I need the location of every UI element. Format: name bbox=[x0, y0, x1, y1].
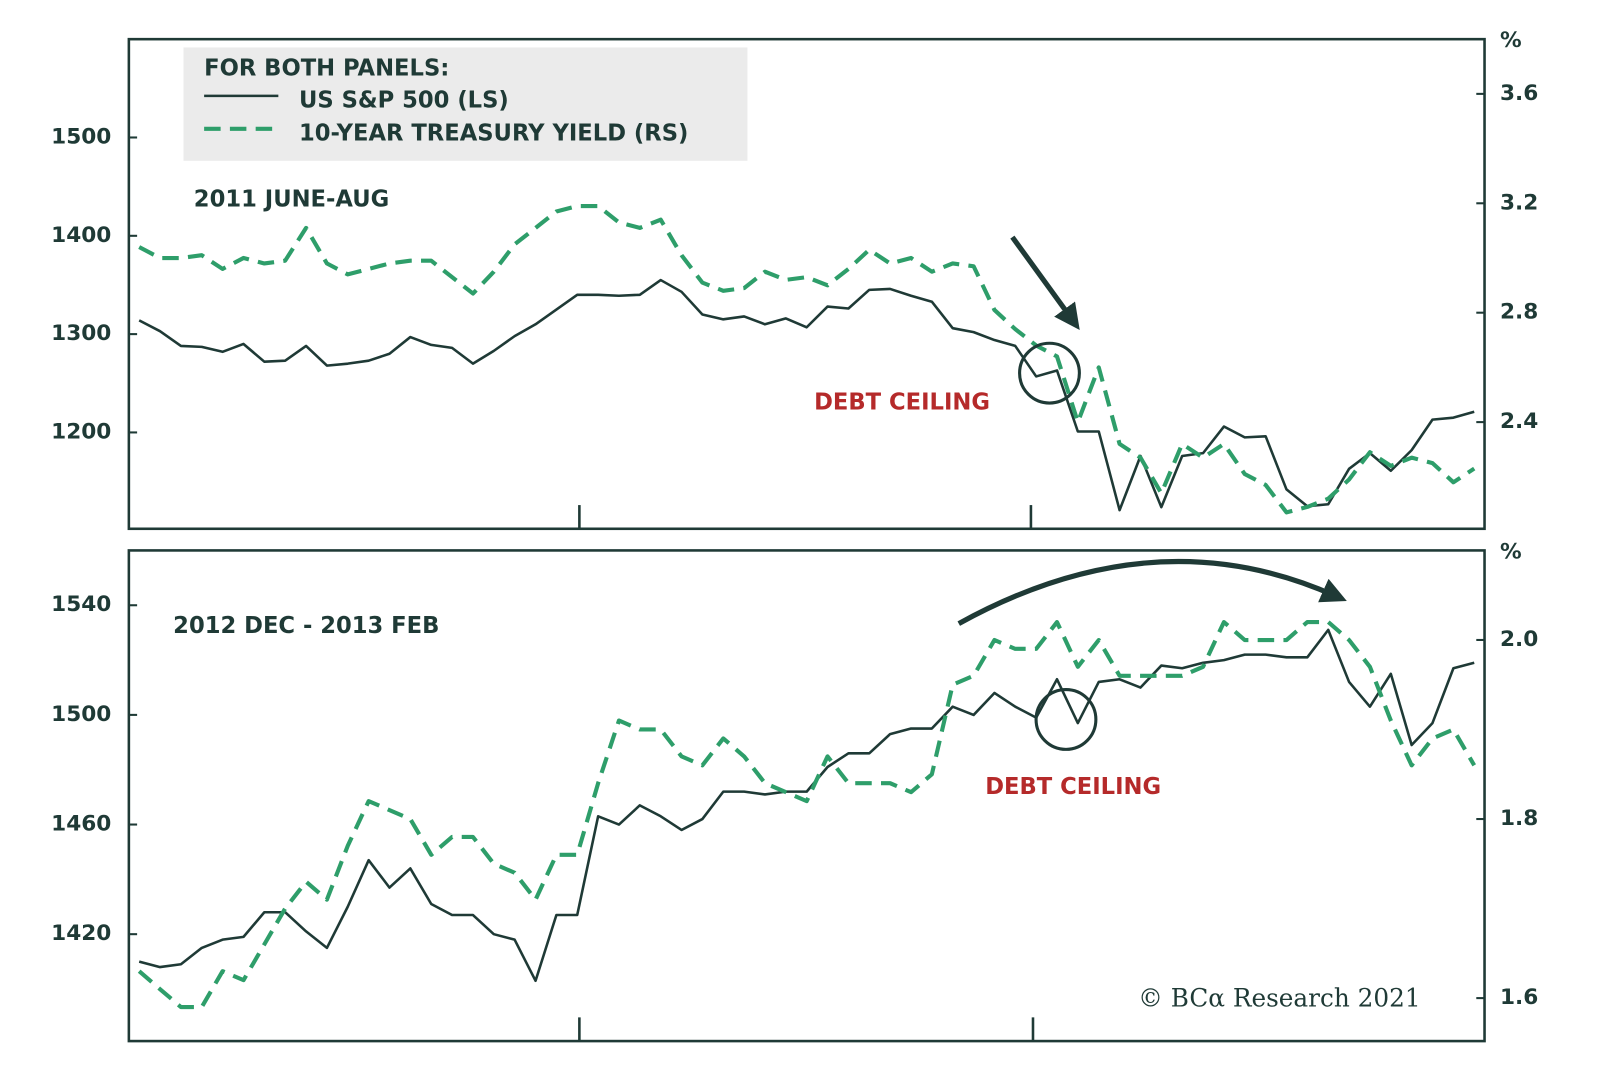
y2-tick-label: 2.0 bbox=[1500, 627, 1538, 652]
source: © BCα Research 2021 bbox=[1138, 983, 1421, 1012]
y2-unit: % bbox=[1500, 28, 1522, 53]
annotation: DEBT CEILING bbox=[814, 390, 990, 416]
legend-label: 10-YEAR TREASURY YIELD (RS) bbox=[299, 121, 688, 147]
legend-box bbox=[183, 47, 748, 161]
highlight-circle bbox=[1018, 341, 1081, 405]
panel-frame bbox=[127, 549, 1486, 1043]
panel-label: 2012 DEC - 2013 FEB bbox=[173, 613, 439, 639]
y-tick-label: 1460 bbox=[51, 812, 111, 837]
y2-tick-label: 3.6 bbox=[1500, 81, 1538, 106]
y-tick-label: 1200 bbox=[51, 419, 111, 444]
series-line bbox=[138, 628, 1475, 983]
y2-unit: % bbox=[1500, 539, 1522, 564]
series-line bbox=[137, 620, 1477, 1010]
y-tick-label: 1400 bbox=[51, 223, 111, 248]
arrow bbox=[1010, 235, 1080, 330]
y2-tick-label: 3.2 bbox=[1500, 190, 1538, 215]
y-tick-label: 1300 bbox=[51, 321, 111, 346]
y-tick-label: 1500 bbox=[51, 702, 111, 727]
legend-label: US S&P 500 (LS) bbox=[299, 88, 509, 114]
y-tick-label: 1540 bbox=[51, 592, 111, 617]
series-line bbox=[138, 278, 1475, 512]
arrow bbox=[957, 558, 1347, 626]
y2-tick-label: 1.8 bbox=[1500, 806, 1538, 831]
panel-label: 2011 JUNE-AUG bbox=[194, 186, 389, 212]
highlight-circle bbox=[1034, 688, 1098, 751]
y2-tick-label: 2.4 bbox=[1500, 409, 1538, 434]
y2-tick-label: 2.8 bbox=[1500, 300, 1538, 325]
annotation: DEBT CEILING bbox=[985, 774, 1161, 800]
legend-title: FOR BOTH PANELS: bbox=[204, 56, 449, 82]
series-line bbox=[138, 203, 1476, 515]
y2-tick-label: 1.6 bbox=[1500, 985, 1538, 1010]
panel-frame bbox=[127, 37, 1486, 531]
y-tick-label: 1420 bbox=[51, 921, 111, 946]
y-tick-label: 1500 bbox=[51, 124, 111, 149]
